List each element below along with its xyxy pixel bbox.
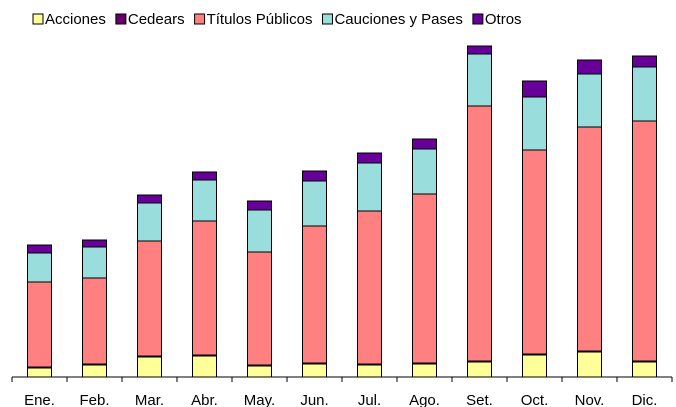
bar-segment — [27, 367, 52, 378]
bar-segment — [577, 73, 602, 128]
bar-segment — [467, 361, 492, 378]
bar-segment — [137, 240, 162, 357]
x-tick-label: Nov. — [575, 392, 605, 407]
bar-segment — [467, 53, 492, 107]
bar-segment — [522, 80, 547, 98]
bar-segment — [357, 210, 382, 365]
bar-segment — [302, 363, 327, 378]
bar-segment — [27, 252, 52, 283]
bar-segment — [412, 138, 437, 150]
bar-segment — [632, 66, 657, 122]
x-tick-label: May. — [244, 392, 275, 407]
bar-segment — [522, 96, 547, 151]
x-tick-label: Ene. — [24, 392, 55, 407]
x-tick-label: Jul. — [358, 392, 381, 407]
bar-segment — [577, 126, 602, 352]
bar-segment — [247, 251, 272, 366]
bar-segment — [27, 244, 52, 254]
bar-segment — [357, 152, 382, 164]
bar-segment — [467, 105, 492, 362]
bar-segment — [302, 180, 327, 227]
x-tick-label: Jun. — [300, 392, 328, 407]
legend-swatch — [194, 13, 206, 25]
legend-label: Títulos Públicos — [207, 11, 313, 28]
bar-segment — [192, 171, 217, 181]
bar-segment — [82, 246, 107, 279]
bar-segment — [82, 239, 107, 248]
bar-segment — [522, 149, 547, 355]
bar-segment — [302, 225, 327, 364]
bar-segment — [137, 202, 162, 242]
bar-segment — [302, 170, 327, 182]
x-tick-label: Oct. — [521, 392, 549, 407]
bar-segment — [522, 354, 547, 378]
bar-segment — [137, 194, 162, 204]
x-tick-label: Dic. — [632, 392, 658, 407]
bar-segment — [467, 45, 492, 55]
bar-segment — [192, 179, 217, 222]
x-tick-label: Feb. — [79, 392, 109, 407]
bar-segment — [247, 200, 272, 211]
bar-segment — [412, 363, 437, 378]
bar-segment — [82, 277, 107, 365]
bar-segment — [632, 120, 657, 362]
bar-segment — [27, 281, 52, 368]
bar-segment — [192, 355, 217, 378]
legend-label: Cauciones y Pases — [334, 11, 462, 28]
legend-label: Cedears — [128, 11, 185, 28]
legend-label: Otros — [485, 11, 522, 28]
bar-segment — [357, 364, 382, 378]
bar-segment — [82, 364, 107, 378]
bar-segment — [137, 356, 162, 378]
x-tick-label: Set. — [466, 392, 493, 407]
legend-swatch — [115, 13, 127, 25]
bar-segment — [192, 220, 217, 356]
bar-segment — [357, 162, 382, 212]
x-tick-label: Ago. — [409, 392, 440, 407]
bar-segment — [412, 193, 437, 364]
bar-segment — [577, 59, 602, 75]
bar-segment — [632, 361, 657, 378]
x-tick-label: Abr. — [191, 392, 218, 407]
bar-segment — [632, 55, 657, 68]
legend-swatch — [472, 13, 484, 25]
legend-swatch — [321, 13, 333, 25]
bar-segment — [247, 365, 272, 378]
bar-segment — [247, 209, 272, 253]
legend-swatch — [32, 13, 44, 25]
bar-segment — [577, 351, 602, 378]
legend-label: Acciones — [45, 11, 106, 28]
bar-segment — [412, 148, 437, 195]
x-tick-label: Mar. — [135, 392, 164, 407]
